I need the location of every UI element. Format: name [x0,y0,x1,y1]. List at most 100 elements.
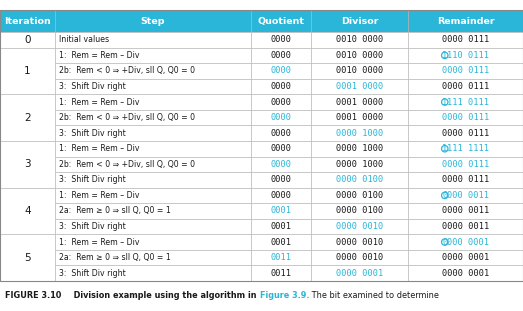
Text: 0000 0111: 0000 0111 [442,35,489,44]
Bar [311,188,408,203]
Text: 000 0011: 000 0011 [447,191,490,200]
Text: 0010 0000: 0010 0000 [336,67,383,75]
Bar [251,32,311,48]
Bar [251,10,311,32]
Text: 0000 0111: 0000 0111 [442,82,489,91]
Bar [55,250,251,265]
Text: Iteration: Iteration [4,16,51,26]
Text: 0000: 0000 [270,51,292,60]
Bar [311,94,408,110]
Bar [251,79,311,94]
Text: 2a:  Rem ≥ 0 ⇒ sll Q, Q0 = 1: 2a: Rem ≥ 0 ⇒ sll Q, Q0 = 1 [59,207,171,216]
Bar [55,188,251,203]
Text: Divisor: Divisor [341,16,378,26]
Text: 0000: 0000 [270,82,292,91]
Text: The bit examined to determine: The bit examined to determine [309,291,439,300]
Bar [408,125,523,141]
Text: 0000: 0000 [270,35,292,44]
Text: 3:  Shift Div right: 3: Shift Div right [59,82,126,91]
Bar [0,48,55,94]
Text: 111 0111: 111 0111 [447,98,490,107]
Text: 0000 0001: 0000 0001 [442,253,489,262]
Text: 0000 1000: 0000 1000 [336,129,383,138]
Bar [55,141,251,156]
Text: 0000: 0000 [270,144,292,153]
Bar [408,203,523,219]
Text: 110 0111: 110 0111 [447,51,490,60]
Text: 1:  Rem = Rem – Div: 1: Rem = Rem – Div [59,51,140,60]
Text: 2b:  Rem < 0 ⇒ +Div, sll Q, Q0 = 0: 2b: Rem < 0 ⇒ +Div, sll Q, Q0 = 0 [59,113,195,122]
Bar [311,234,408,250]
Bar [0,141,55,188]
Text: 0000 0100: 0000 0100 [336,207,383,216]
Text: 0000 1000: 0000 1000 [336,144,383,153]
Text: 1: 1 [442,51,447,60]
Bar [408,48,523,63]
Bar [408,32,523,48]
Bar [311,141,408,156]
Text: 5: 5 [24,253,31,263]
Text: 0000 0001: 0000 0001 [442,269,489,278]
Text: 2b:  Rem < 0 ⇒ +Div, sll Q, Q0 = 0: 2b: Rem < 0 ⇒ +Div, sll Q, Q0 = 0 [59,160,195,169]
Bar [251,156,311,172]
Bar [311,203,408,219]
Text: 0001 0000: 0001 0000 [336,113,383,122]
Text: 0011: 0011 [270,269,292,278]
Text: 0000 0011: 0000 0011 [442,222,489,231]
Bar [408,94,523,110]
Bar [0,234,55,281]
Text: 0000: 0000 [270,129,292,138]
Text: Quotient: Quotient [258,16,304,26]
Bar [311,110,408,125]
Bar [408,250,523,265]
Bar [408,141,523,156]
Bar [251,125,311,141]
Bar [251,110,311,125]
Text: 0000: 0000 [270,191,292,200]
Bar [408,234,523,250]
Text: 0001: 0001 [270,207,292,216]
Bar [311,172,408,188]
Bar [408,10,523,32]
Text: 0000 0111: 0000 0111 [442,160,489,169]
Bar [311,48,408,63]
Text: 0010 0000: 0010 0000 [336,51,383,60]
Bar [251,63,311,79]
Bar [251,234,311,250]
Bar [311,250,408,265]
Bar [251,48,311,63]
Text: Step: Step [141,16,165,26]
Bar [55,125,251,141]
Text: 0: 0 [442,191,447,200]
Text: 0000: 0000 [270,113,292,122]
Text: 0001 0000: 0001 0000 [336,98,383,107]
Text: 1:  Rem = Rem – Div: 1: Rem = Rem – Div [59,98,140,107]
Text: Remainder: Remainder [437,16,494,26]
Text: Initial values: Initial values [59,35,109,44]
Text: 0000: 0000 [270,175,292,184]
Text: 2b:  Rem < 0 ⇒ +Div, sll Q, Q0 = 0: 2b: Rem < 0 ⇒ +Div, sll Q, Q0 = 0 [59,67,195,75]
Text: 2: 2 [24,113,31,123]
Bar [55,63,251,79]
Text: 0000 0100: 0000 0100 [336,191,383,200]
Bar [251,188,311,203]
Bar [55,203,251,219]
Bar [311,63,408,79]
Text: 1: 1 [442,98,447,107]
Text: 0000 0111: 0000 0111 [442,175,489,184]
Bar [408,172,523,188]
Text: 0011: 0011 [270,253,292,262]
Text: 0000: 0000 [270,160,292,169]
Text: 3:  Shift Div right: 3: Shift Div right [59,129,126,138]
Text: 0010 0000: 0010 0000 [336,35,383,44]
Text: 1:  Rem = Rem – Div: 1: Rem = Rem – Div [59,191,140,200]
Bar [55,265,251,281]
Bar [251,219,311,234]
Text: 3:  Shift Div right: 3: Shift Div right [59,175,126,184]
Text: 000 0001: 000 0001 [447,238,490,247]
Text: 0000 0111: 0000 0111 [442,129,489,138]
Text: 0001 0000: 0001 0000 [336,82,383,91]
Bar [311,156,408,172]
Text: 111 1111: 111 1111 [447,144,490,153]
Text: 0000 1000: 0000 1000 [336,160,383,169]
